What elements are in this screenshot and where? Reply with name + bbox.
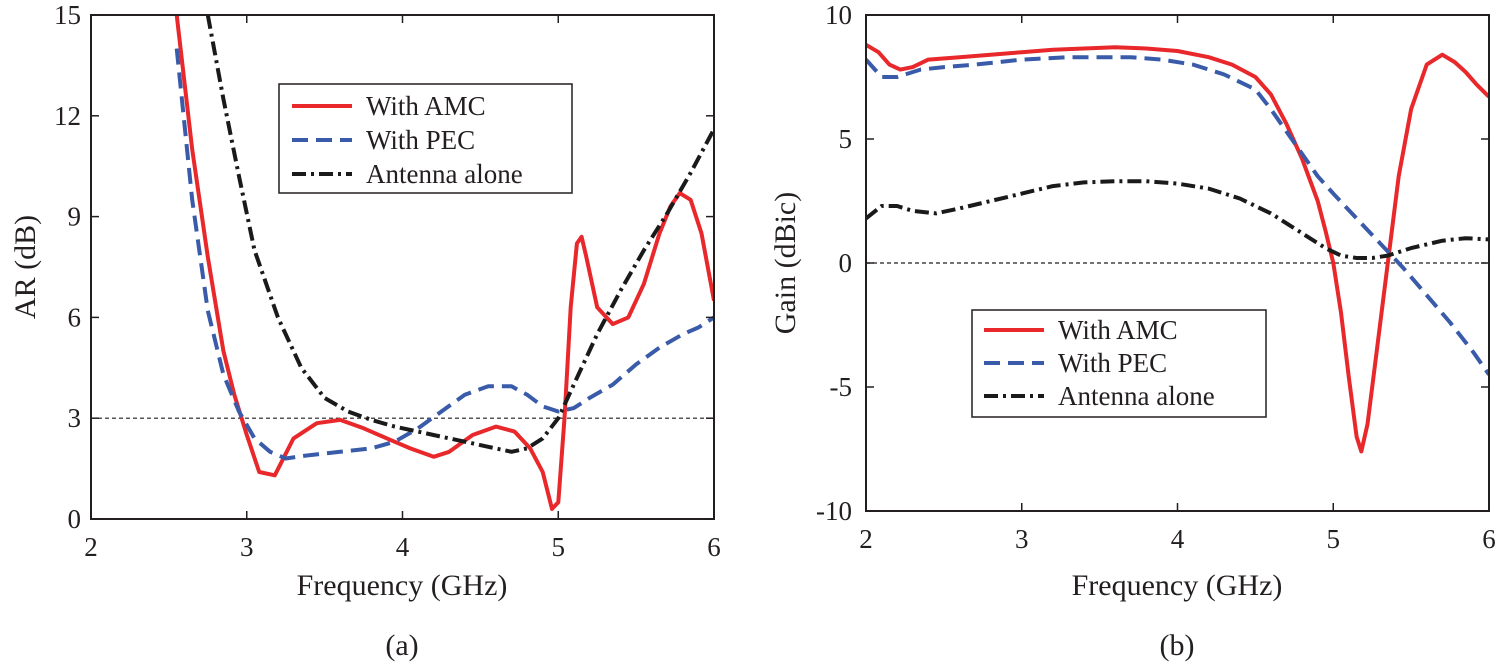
tick-layer: 2 3 4 5 6 -10 -5 0 5 10 bbox=[816, 0, 1496, 554]
y-tick-label: 6 bbox=[68, 302, 82, 332]
y-tick-label: 0 bbox=[839, 248, 853, 278]
x-tick-label: 5 bbox=[1327, 524, 1341, 554]
y-tick-label: 10 bbox=[825, 0, 852, 30]
y-tick-label: 9 bbox=[68, 202, 82, 232]
series-line-antenna-alone bbox=[866, 179, 1489, 260]
y-tick-label: 5 bbox=[839, 124, 853, 154]
legend-label-with-amc: With AMC bbox=[366, 91, 486, 121]
x-axis-label: Frequency (GHz) bbox=[297, 569, 508, 602]
x-tick-label: 5 bbox=[552, 532, 566, 562]
x-tick-label: 2 bbox=[859, 524, 873, 554]
x-tick-label: 2 bbox=[84, 532, 98, 562]
x-tick-label: 6 bbox=[707, 532, 721, 562]
y-tick-label: 12 bbox=[54, 101, 81, 131]
legend-label-antenna-alone: Antenna alone bbox=[1058, 381, 1215, 411]
x-tick-label: 3 bbox=[240, 532, 254, 562]
x-axis-label: Frequency (GHz) bbox=[1072, 569, 1283, 602]
legend-label-with-amc: With AMC bbox=[1058, 315, 1178, 345]
x-tick-label: 3 bbox=[1015, 524, 1029, 554]
y-axis-label: Gain (dBic) bbox=[769, 192, 802, 334]
series-line-antenna-alone bbox=[205, 15, 714, 454]
series-layer bbox=[174, 15, 714, 511]
panel-caption: (b) bbox=[1160, 629, 1195, 662]
legend-label-antenna-alone: Antenna alone bbox=[366, 159, 523, 189]
legend-label-with-pec: With PEC bbox=[1058, 348, 1167, 378]
panel-b-gain-chart: 2 3 4 5 6 -10 -5 0 5 10 Gain (dBic) Frequency (GH… bbox=[769, 0, 1496, 662]
tick-layer: 2 3 4 5 6 0 3 6 9 12 15 bbox=[54, 0, 721, 562]
y-tick-label: -10 bbox=[816, 496, 852, 526]
x-tick-label: 6 bbox=[1482, 524, 1496, 554]
panel-a-ar-chart: 2 3 4 5 6 0 3 6 9 12 15 AR (dB) Frequency (GHz) (a… bbox=[9, 0, 721, 662]
series-line-with-pec bbox=[866, 55, 1489, 376]
legend: With AMC With PEC Antenna alone bbox=[971, 309, 1267, 418]
series-layer bbox=[866, 43, 1489, 454]
series-line-with-amc bbox=[174, 15, 714, 511]
series-line-with-pec bbox=[174, 48, 714, 461]
legend: With AMC With PEC Antenna alone bbox=[278, 83, 573, 194]
y-tick-label: 3 bbox=[68, 403, 82, 433]
y-tick-label: 15 bbox=[54, 0, 81, 30]
y-axis-label: AR (dB) bbox=[9, 215, 42, 319]
y-tick-label: 0 bbox=[68, 504, 82, 534]
x-tick-label: 4 bbox=[396, 532, 410, 562]
x-tick-label: 4 bbox=[1171, 524, 1185, 554]
legend-label-with-pec: With PEC bbox=[366, 125, 475, 155]
panel-caption: (a) bbox=[385, 629, 418, 662]
y-tick-label: -5 bbox=[830, 372, 853, 402]
